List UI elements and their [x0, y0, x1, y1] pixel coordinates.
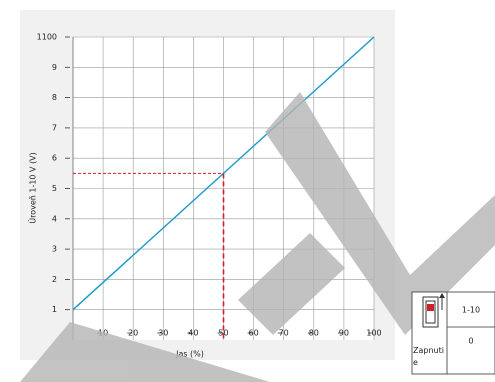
x-tick-label: 20 — [128, 329, 138, 338]
y-tick-label: 1100 — [37, 33, 57, 42]
switch-slot — [425, 300, 436, 324]
x-tick-label: 80 — [309, 329, 319, 338]
mode-table: 1-10 0 Zapnuti e — [411, 291, 495, 375]
x-axis-title: Jas (%) — [175, 350, 204, 359]
overlay-shapes — [20, 92, 495, 382]
watermark-band — [265, 92, 495, 335]
switch-arrow-head — [439, 293, 445, 298]
table-caption-box: Zapnuti e — [413, 346, 444, 367]
table-cell: 0 — [468, 337, 473, 346]
table-cell: 1-10 — [462, 306, 480, 315]
y-tick-label: 4 — [52, 214, 57, 223]
watermark-box — [238, 233, 345, 335]
y-tick-label: 5 — [52, 184, 57, 193]
table-caption: Zapnuti e — [413, 346, 444, 367]
y-axis-title: Úroveň 1-10 V (V) — [27, 152, 38, 224]
x-tick-label: 100 — [366, 329, 381, 338]
y-tick-label: 1 — [52, 305, 57, 314]
x-tick-label: 60 — [249, 329, 259, 338]
y-tick-label: 7 — [52, 123, 57, 132]
y-tick-label: 9 — [52, 63, 57, 72]
x-tick-label: 50 — [218, 329, 228, 338]
x-tick-label: 40 — [188, 329, 198, 338]
y-tick-label: 3 — [52, 245, 57, 254]
y-tick-label: 8 — [52, 93, 57, 102]
y-tick-label: 6 — [52, 154, 57, 163]
x-tick-label: 70 — [279, 329, 289, 338]
y-tick-label: 2 — [52, 275, 57, 284]
x-tick-label: 90 — [339, 329, 349, 338]
watermark-triangle — [20, 322, 270, 382]
switch-knob — [427, 304, 434, 311]
x-tick-label: 30 — [158, 329, 168, 338]
